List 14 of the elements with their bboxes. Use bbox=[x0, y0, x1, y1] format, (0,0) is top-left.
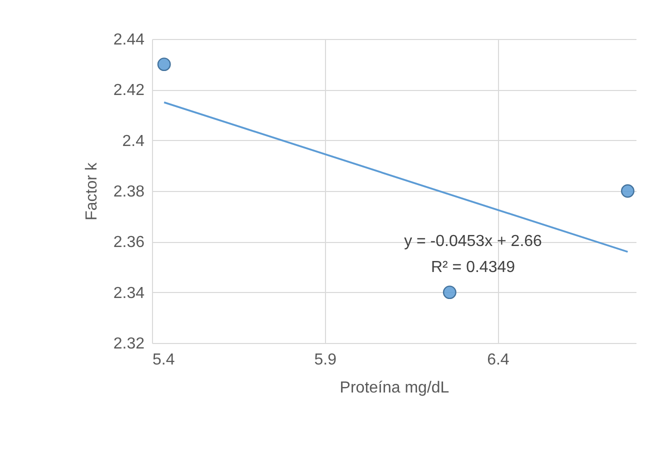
x-tick-label: 5.4 bbox=[152, 352, 175, 368]
y-tick-label: 2.36 bbox=[113, 234, 145, 252]
y-axis-title: Factor k bbox=[83, 162, 100, 220]
x-axis-title: Proteína mg/dL bbox=[340, 380, 450, 396]
y-tick-label: 2.32 bbox=[113, 336, 145, 352]
y-tick-label: 2.44 bbox=[113, 32, 145, 48]
annotation: R² = 0.4349 bbox=[430, 259, 516, 276]
annotation: y = -0.0453x + 2.66 bbox=[404, 233, 542, 250]
y-tick-label: 2.38 bbox=[113, 184, 145, 200]
y-tick-label: 2.34 bbox=[113, 284, 145, 302]
y-tick-label: 2.42 bbox=[113, 82, 145, 100]
y-tick-label: 2.4 bbox=[122, 132, 145, 150]
x-tick-label: 6.4 bbox=[487, 352, 510, 368]
x-tick-label: 5.9 bbox=[314, 352, 337, 368]
